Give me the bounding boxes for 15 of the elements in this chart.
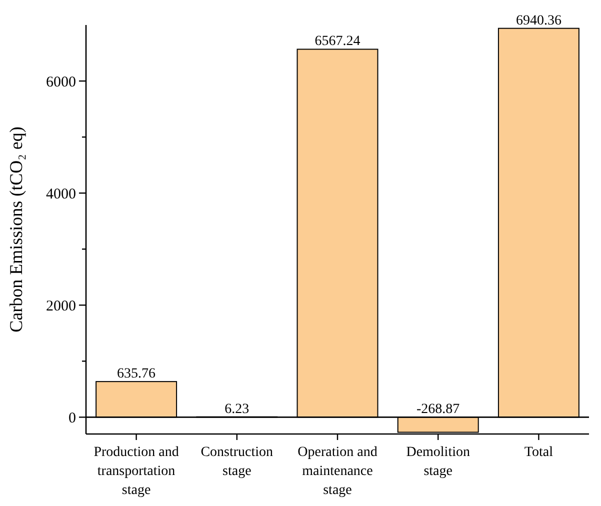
x-tick-label: Operation and maintenance stage: [298, 445, 378, 498]
data-label: -268.87: [416, 402, 460, 418]
y-tick-label: 4000: [46, 186, 76, 202]
data-label: 6.23: [224, 402, 250, 417]
x-tick-label: Total: [524, 445, 554, 460]
y-axis-title: Carbon Emissions (tCO₂ eq): [6, 126, 26, 332]
x-tick-label: Demolition stage: [406, 445, 470, 479]
y-tick-label: 6000: [46, 74, 76, 90]
x-tick-label: Production and transportation stage: [94, 445, 179, 498]
x-tick-label: Construction stage: [200, 445, 274, 479]
data-label: 6940.36: [516, 13, 562, 28]
data-label: 635.76: [117, 366, 156, 382]
y-tick-label: 2000: [46, 298, 76, 314]
y-tick-label: 0: [68, 410, 76, 426]
data-label: 6567.24: [314, 34, 360, 50]
